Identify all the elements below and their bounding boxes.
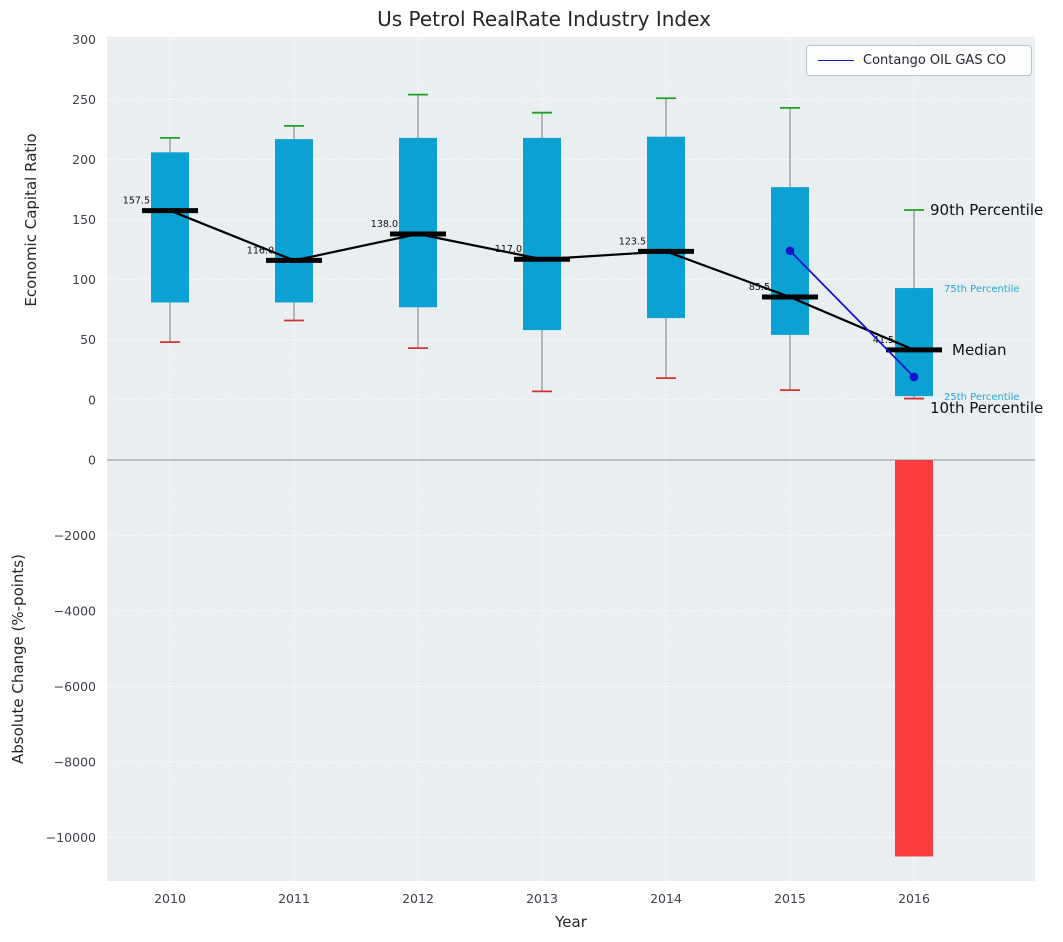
median-value-label: 157.5: [123, 196, 150, 207]
x-tick-label: 2012: [402, 891, 434, 906]
annotation-75th-percentile: 75th Percentile: [944, 284, 1020, 295]
y-tick-label-top: 150: [72, 212, 96, 227]
x-tick-label: 2013: [526, 891, 558, 906]
annotation-90th-percentile: 90th Percentile: [930, 201, 1043, 219]
y-tick-label-top: 200: [72, 152, 96, 167]
company-line: [789, 250, 915, 378]
x-tick-label: 2014: [650, 891, 682, 906]
iqr-box: [771, 187, 809, 335]
median-value-label: 41.5: [873, 335, 894, 346]
boxplot-2013: [523, 111, 561, 393]
y-tick-label-top: 100: [72, 272, 96, 287]
y-tick-label-top: 0: [88, 392, 96, 407]
y-tick-label-bottom: −8000: [54, 755, 96, 770]
boxplot-2014: [647, 97, 685, 380]
y-tick-label-top: 250: [72, 92, 96, 107]
annotation-25th-percentile: 25th Percentile: [944, 392, 1020, 403]
y-tick-label-bottom: −10000: [46, 830, 96, 845]
x-tick-label: 2011: [278, 891, 310, 906]
y-tick-label-bottom: −6000: [54, 679, 96, 694]
median-value-label: 123.5: [619, 236, 646, 247]
negative-change-bar: [895, 460, 933, 857]
y-tick-label-top: 50: [80, 332, 96, 347]
boxplot-2015: [771, 106, 809, 392]
median-value-label: 117.0: [495, 244, 522, 255]
iqr-box: [523, 137, 561, 331]
x-tick-label: 2010: [154, 891, 186, 906]
legend-line-sample: [818, 60, 854, 61]
y-axis-label-bottom: Absolute Change (%-points): [9, 554, 27, 764]
boxplot-2010: [151, 137, 189, 344]
company-marker: [785, 246, 795, 256]
median-value-label: 138.0: [371, 219, 398, 230]
y-tick-label-bottom: 0: [88, 453, 96, 468]
boxplot-2012: [399, 93, 437, 350]
iqr-box: [275, 139, 313, 303]
plot-background: [107, 37, 1035, 881]
chart-title: Us Petrol RealRate Industry Index: [377, 7, 711, 31]
y-tick-label-bottom: −4000: [54, 604, 96, 619]
iqr-box: [399, 137, 437, 308]
company-marker: [909, 372, 919, 382]
legend: Contango OIL GAS CO: [806, 45, 1032, 76]
annotation-median: Median: [952, 341, 1007, 359]
y-axis-label-top: Economic Capital Ratio: [22, 133, 40, 307]
y-tick-label-bottom: −2000: [54, 528, 96, 543]
legend-label: Contango OIL GAS CO: [863, 53, 1007, 68]
iqr-box: [151, 152, 189, 303]
median-value-label: 85.5: [749, 282, 770, 293]
iqr-box: [647, 136, 685, 319]
x-tick-label: 2015: [774, 891, 806, 906]
x-tick-label: 2016: [898, 891, 930, 906]
y-tick-label-top: 300: [72, 32, 96, 47]
x-axis-label: Year: [555, 913, 587, 931]
gridlines: [107, 37, 1035, 881]
annotation-10th-percentile: 10th Percentile: [930, 399, 1043, 417]
median-value-label: 116.0: [247, 245, 274, 256]
boxplot-2011: [275, 124, 313, 322]
